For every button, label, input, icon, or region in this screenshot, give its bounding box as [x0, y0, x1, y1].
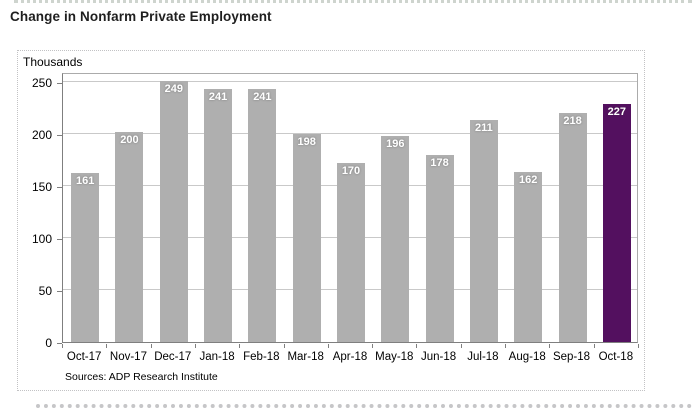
bar-Dec-17: 249: [159, 81, 188, 342]
y-axis-tick: [57, 291, 62, 292]
x-tick-label-Oct-17: Oct-17: [66, 351, 102, 363]
y-tick-label: 50: [38, 284, 52, 298]
y-axis-tick: [57, 239, 62, 240]
x-axis-tick: [594, 344, 595, 348]
x-axis-tick: [638, 344, 639, 348]
x-axis-tick: [549, 344, 550, 348]
x-axis-tick: [62, 344, 63, 348]
bar-value-label: 200: [120, 134, 139, 146]
bar-Jun-18: 178: [425, 155, 454, 342]
x-tick-label-Sep-18: Sep-18: [552, 351, 591, 363]
x-axis-tick: [461, 344, 462, 348]
x-axis-tick: [151, 344, 152, 348]
x-tick-label-Apr-18: Apr-18: [332, 351, 368, 363]
bar-value-label: 162: [519, 174, 538, 186]
page-title: Change in Nonfarm Private Employment: [10, 9, 272, 24]
bar-value-label: 227: [607, 106, 627, 118]
x-tick-label-Aug-18: Aug-18: [508, 351, 546, 363]
x-axis-tick: [372, 344, 373, 348]
x-axis-tick: [328, 344, 329, 348]
y-axis-tick: [57, 187, 62, 188]
bar-value-label: 241: [208, 91, 228, 103]
gridline: [63, 81, 637, 82]
chart-source: Sources: ADP Research Institute: [65, 371, 218, 383]
x-axis-tick: [416, 344, 417, 348]
y-tick-label: 0: [45, 336, 52, 350]
x-axis-tick: [505, 344, 506, 348]
y-tick-label: 150: [31, 180, 52, 194]
bar-Mar-18: 198: [292, 134, 321, 342]
x-axis-tick: [195, 344, 196, 348]
bar-value-label: 249: [164, 83, 183, 95]
y-axis-tick: [57, 135, 62, 136]
x-tick-label-Oct-18: Oct-18: [598, 351, 634, 363]
x-tick-label-Nov-17: Nov-17: [109, 351, 147, 363]
bar-value-label: 241: [253, 91, 272, 103]
x-tick-label-Jun-18: Jun-18: [421, 351, 457, 363]
bar-Nov-17: 200: [115, 132, 144, 342]
x-tick-label-Mar-18: Mar-18: [287, 351, 324, 363]
y-tick-label: 100: [31, 232, 52, 246]
bar-Oct-17: 161: [71, 173, 100, 342]
x-tick-label-Jan-18: Jan-18: [199, 351, 235, 363]
y-tick-label: 250: [31, 76, 52, 90]
x-axis-tick: [106, 344, 107, 348]
bar-value-label: 196: [386, 138, 405, 150]
bar-Jan-18: 241: [204, 89, 233, 342]
x-tick-label-Jul-18: Jul-18: [467, 351, 499, 363]
gridline: [63, 133, 637, 134]
y-axis-tick: [57, 343, 62, 344]
bar-value-label: 198: [297, 136, 316, 148]
bar-Sep-18: 218: [558, 113, 587, 342]
bar-value-label: 178: [430, 157, 449, 169]
x-tick-label-May-18: May-18: [375, 351, 414, 363]
x-tick-label-Dec-17: Dec-17: [154, 351, 192, 363]
bar-Aug-18: 162: [514, 172, 543, 342]
bar-chart-plot-area: 161 200 249 241 241 198 170 196 178 211 162 218 227: [62, 73, 638, 343]
x-axis-tick: [284, 344, 285, 348]
chart-panel: Thousands 161 200 249 241 241 198 170 196 178 211…: [17, 50, 645, 391]
bar-Jul-18: 211: [469, 120, 498, 342]
bar-value-label: 170: [341, 165, 361, 177]
bar-value-label: 211: [475, 122, 493, 134]
bar-value-label: 161: [75, 175, 95, 187]
bar-Oct-18: 227: [602, 104, 631, 342]
bar-May-18: 196: [381, 136, 410, 342]
bar-Feb-18: 241: [248, 89, 277, 342]
y-tick-label: 200: [31, 128, 52, 142]
bar-value-label: 218: [563, 115, 582, 127]
y-axis-units-label: Thousands: [23, 55, 83, 69]
bottom-divider: [36, 404, 692, 408]
top-divider: [14, 0, 692, 3]
x-tick-label-Feb-18: Feb-18: [243, 351, 280, 363]
x-axis-tick: [239, 344, 240, 348]
bar-Apr-18: 170: [337, 163, 365, 342]
y-axis-tick: [57, 83, 62, 84]
